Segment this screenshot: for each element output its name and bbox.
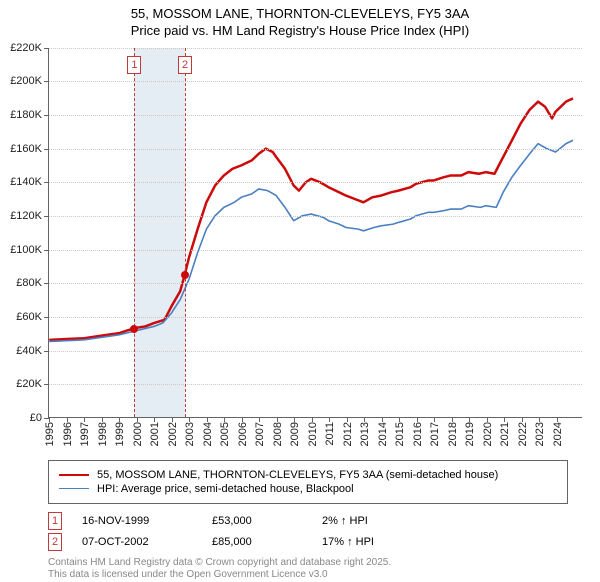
chart-container: 55, MOSSOM LANE, THORNTON-CLEVELEYS, FY5…	[0, 0, 600, 560]
sale-dashline	[134, 48, 135, 417]
y-tick	[44, 48, 49, 49]
legend-row-hpi: HPI: Average price, semi-detached house,…	[59, 483, 557, 495]
h-gridline	[49, 115, 582, 116]
y-axis-label: £160K	[10, 143, 42, 155]
sale-point	[130, 325, 138, 333]
h-gridline	[49, 351, 582, 352]
title-subtitle: Price paid vs. HM Land Registry's House …	[0, 23, 600, 40]
footer-line1: Contains HM Land Registry data © Crown c…	[48, 557, 600, 570]
x-axis-label: 2014	[377, 422, 389, 446]
x-axis-label: 1997	[79, 422, 91, 446]
y-tick	[44, 216, 49, 217]
x-axis-label: 2005	[219, 422, 231, 446]
x-axis-label: 2020	[482, 422, 494, 446]
y-tick	[44, 317, 49, 318]
x-axis-label: 2015	[394, 422, 406, 446]
legend-label-hpi: HPI: Average price, semi-detached house,…	[97, 483, 354, 495]
x-axis-label: 2004	[202, 422, 214, 446]
y-axis-label: £120K	[10, 210, 42, 222]
x-axis-label: 2011	[324, 422, 336, 446]
y-axis-label: £200K	[10, 75, 42, 87]
y-tick	[44, 351, 49, 352]
sale-marker-1: 1	[48, 512, 62, 530]
x-axis-label: 2021	[499, 422, 511, 446]
legend-box: 55, MOSSOM LANE, THORNTON-CLEVELEYS, FY5…	[48, 460, 568, 504]
sale-dashline	[185, 48, 186, 417]
sale-price-1: £53,000	[212, 515, 302, 527]
x-axis-label: 2007	[254, 422, 266, 446]
y-axis-label: £20K	[16, 378, 42, 390]
h-gridline	[49, 283, 582, 284]
x-axis-label: 2003	[184, 422, 196, 446]
x-axis-label: 2010	[307, 422, 319, 446]
x-axis-label: 2006	[237, 422, 249, 446]
sale-date-2: 07-OCT-2002	[82, 536, 192, 548]
legend-label-property: 55, MOSSOM LANE, THORNTON-CLEVELEYS, FY5…	[97, 469, 498, 481]
x-axis-label: 2013	[359, 422, 371, 446]
sales-row-2: 2 07-OCT-2002 £85,000 17% ↑ HPI	[48, 533, 600, 551]
footer-attribution: Contains HM Land Registry data © Crown c…	[48, 557, 600, 582]
x-axis-label: 2008	[272, 422, 284, 446]
footer-line2: This data is licensed under the Open Gov…	[48, 569, 600, 582]
h-gridline	[49, 48, 582, 49]
title-block: 55, MOSSOM LANE, THORNTON-CLEVELEYS, FY5…	[0, 0, 600, 40]
h-gridline	[49, 250, 582, 251]
y-axis-label: £60K	[16, 311, 42, 323]
x-axis-label: 2016	[412, 422, 424, 446]
y-tick	[44, 250, 49, 251]
h-gridline	[49, 216, 582, 217]
x-axis-label: 2023	[534, 422, 546, 446]
x-axis-label: 2019	[464, 422, 476, 446]
sale-price-2: £85,000	[212, 536, 302, 548]
y-tick	[44, 81, 49, 82]
x-axis-label: 2018	[447, 422, 459, 446]
y-tick	[44, 384, 49, 385]
legend-swatch-property	[59, 474, 89, 476]
x-axis-label: 2012	[342, 422, 354, 446]
h-gridline	[49, 182, 582, 183]
sale-marker-box: 2	[178, 56, 192, 74]
series-line-hpi	[49, 140, 573, 341]
y-axis-label: £180K	[10, 109, 42, 121]
sale-point	[181, 271, 189, 279]
y-axis-label: £140K	[10, 176, 42, 188]
series-line-property	[49, 98, 573, 339]
y-tick	[44, 283, 49, 284]
sale-date-1: 16-NOV-1999	[82, 515, 192, 527]
chart-lines-svg	[49, 48, 582, 417]
y-axis-label: £0	[30, 412, 42, 424]
sale-marker-box: 1	[127, 56, 141, 74]
h-gridline	[49, 149, 582, 150]
y-tick	[44, 182, 49, 183]
sales-row-1: 1 16-NOV-1999 £53,000 2% ↑ HPI	[48, 512, 600, 530]
y-tick	[44, 149, 49, 150]
x-axis-label: 2000	[132, 422, 144, 446]
y-axis-label: £100K	[10, 244, 42, 256]
sale-delta-1: 2% ↑ HPI	[322, 515, 442, 527]
h-gridline	[49, 384, 582, 385]
x-axis-label: 1995	[44, 422, 56, 446]
x-axis-label: 2022	[517, 422, 529, 446]
x-axis-label: 1996	[62, 422, 74, 446]
y-axis-label: £40K	[16, 345, 42, 357]
sales-table: 1 16-NOV-1999 £53,000 2% ↑ HPI 2 07-OCT-…	[48, 512, 600, 551]
y-axis-label: £80K	[16, 277, 42, 289]
x-axis-label: 2009	[289, 422, 301, 446]
x-axis-label: 1998	[97, 422, 109, 446]
x-axis-label: 2001	[149, 422, 161, 446]
h-gridline	[49, 317, 582, 318]
chart-plot-area: £0£20K£40K£60K£80K£100K£120K£140K£160K£1…	[48, 48, 582, 418]
y-tick	[44, 115, 49, 116]
title-address: 55, MOSSOM LANE, THORNTON-CLEVELEYS, FY5…	[0, 6, 600, 23]
sale-delta-2: 17% ↑ HPI	[322, 536, 442, 548]
legend-row-property: 55, MOSSOM LANE, THORNTON-CLEVELEYS, FY5…	[59, 469, 557, 481]
sale-marker-2: 2	[48, 533, 62, 551]
h-gridline	[49, 81, 582, 82]
x-axis-label: 1999	[114, 422, 126, 446]
x-axis-label: 2017	[429, 422, 441, 446]
legend-swatch-hpi	[59, 488, 89, 489]
y-axis-label: £220K	[10, 42, 42, 54]
x-axis-label: 2024	[552, 422, 564, 446]
x-axis-label: 2002	[167, 422, 179, 446]
